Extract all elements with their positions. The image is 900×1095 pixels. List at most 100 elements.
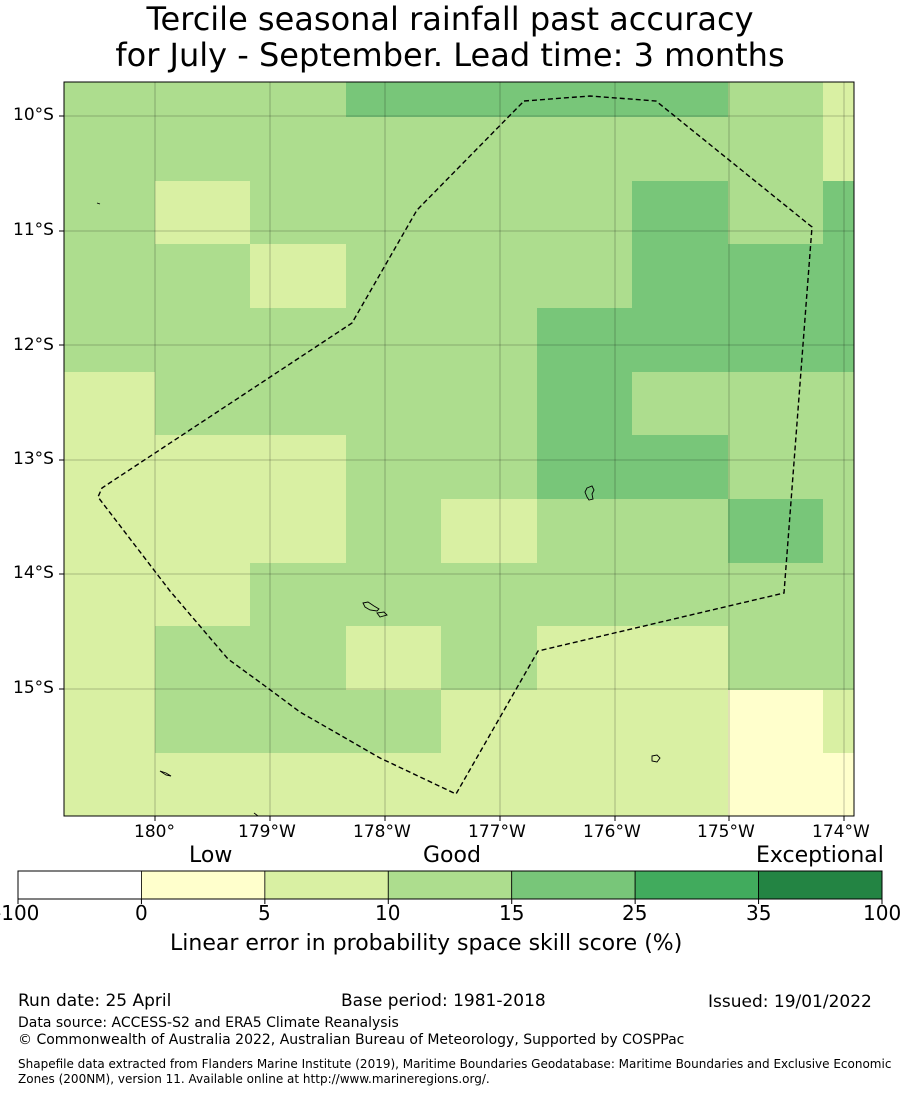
grid-cell [632,244,728,308]
legend-tick-label: 100 [863,901,900,925]
grid-cell [250,82,346,117]
grid-cell [441,181,537,244]
grid-cell [441,753,537,816]
legend-swatch [387,870,513,900]
grid-cell [632,308,728,372]
grid-cell [728,244,823,308]
grid-cell [64,435,155,499]
grid-cell [155,82,250,117]
grid-cell [823,181,854,244]
grid-cell [441,82,537,117]
grid-cell [64,308,155,372]
grid-cell [441,690,537,753]
legend-label-good: Good [423,843,481,868]
grid-cell [155,181,250,244]
grid-cell [346,244,441,308]
lat-label-10s: 10°S [13,105,54,125]
lat-label-14s: 14°S [13,563,54,583]
grid-cell [537,117,632,181]
grid-cell [537,308,632,372]
grid-cell [632,372,728,435]
grid-cell [632,563,728,626]
grid-cell [728,499,823,563]
island-outline [362,601,380,612]
grid-cell [250,117,346,181]
map-title-line-2: for July - September. Lead time: 3 month… [115,36,785,74]
legend-tick-label: 0 [135,901,148,925]
grid-cell [250,435,346,499]
grid-cell [441,563,537,626]
grid-cell [632,181,728,244]
grid-cell [823,563,854,626]
grid-cell [441,308,537,372]
grid-cell [632,690,728,753]
grid-cell [823,244,854,308]
island-outline [376,611,388,618]
eez-boundary [97,95,813,795]
grid-cell [728,753,823,816]
lon-label-179w: 179°W [238,822,296,842]
grid-cell [250,244,346,308]
grid-cell [823,82,854,117]
grid-cell [64,117,155,181]
grid-cell [64,499,155,563]
legend-tick-label: 5 [258,901,271,925]
island-outline [584,485,595,501]
lon-label-180: 180° [134,822,175,842]
grid-cell [537,626,632,690]
legend-label-exceptional: Exceptional [756,843,884,868]
grid-cell [250,690,346,753]
map-frame [63,81,855,817]
grid-cell [537,435,632,499]
grid-cell [346,308,441,372]
legend-tick-label: 15 [499,901,525,925]
grid-cell [823,753,854,816]
grid-cell [823,499,854,563]
grid-cell [346,117,441,181]
issued-date: Issued: 19/01/2022 [708,992,872,1012]
grid-cell [155,435,250,499]
legend-colorbar [17,870,883,904]
base-period: Base period: 1981-2018 [341,991,546,1011]
lon-label-178w: 178°W [353,822,411,842]
grid-cell [346,626,441,690]
lon-label-175w: 175°W [697,822,755,842]
grid-cell [441,372,537,435]
grid-cell [346,82,441,117]
grid-cell [632,82,728,117]
grid-cell [728,372,823,435]
grid-cell [346,372,441,435]
legend-tick-label: 25 [622,901,648,925]
grid-cell [537,244,632,308]
lat-label-15s: 15°S [13,678,54,698]
grid-cell [155,499,250,563]
grid-cell [346,181,441,244]
run-date: Run date: 25 April [18,991,172,1011]
grid-cell [537,690,632,753]
grid-cell [64,372,155,435]
island-outline [159,770,172,777]
grid-cell [537,181,632,244]
legend-frame [17,870,883,900]
grid-cell [155,244,250,308]
grid-cell [250,563,346,626]
grid-cell [728,181,823,244]
grid-cell [728,117,823,181]
grid-cell [632,626,728,690]
grid-cell [632,117,728,181]
grid-cell [346,753,441,816]
grid-cell [346,435,441,499]
grid-cell [250,499,346,563]
grid-cell [823,372,854,435]
island-outline [651,754,661,763]
grid-cell [441,244,537,308]
grid-cell [728,308,823,372]
legend-swatch [511,870,636,900]
grid-cell [155,117,250,181]
island-outline [96,202,101,205]
data-source: Data source: ACCESS-S2 and ERA5 Climate … [18,1015,399,1031]
grid-cell [64,626,155,690]
grid-cell [64,563,155,626]
legend-tick-label: -100 [0,901,40,925]
